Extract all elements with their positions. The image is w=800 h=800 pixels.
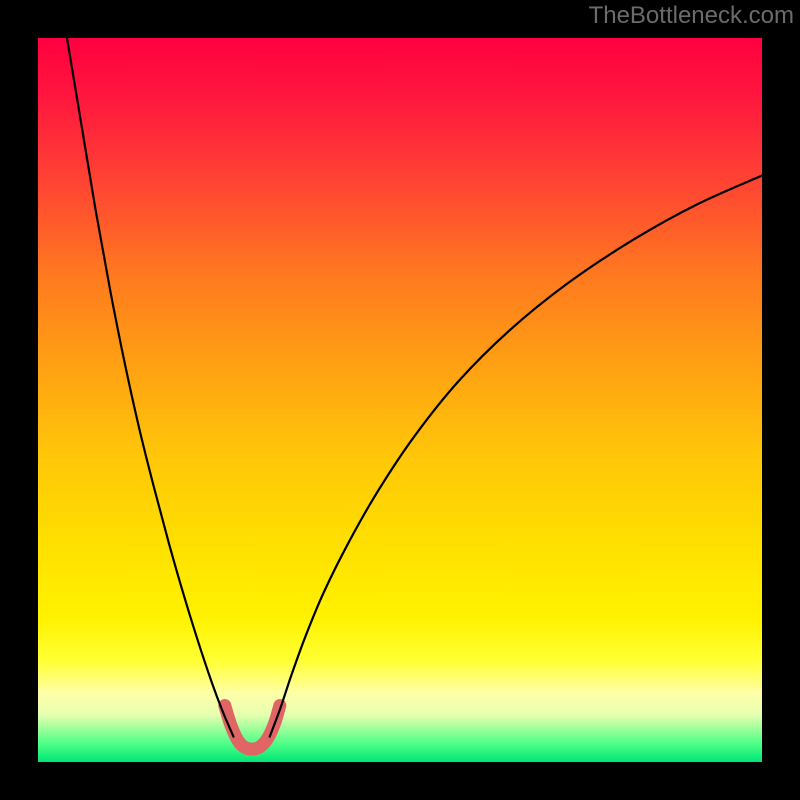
curve-right-branch bbox=[270, 176, 762, 737]
watermark-text: TheBottleneck.com bbox=[589, 2, 794, 30]
bottleneck-highlight bbox=[225, 706, 280, 750]
chart-svg bbox=[38, 38, 762, 762]
curve-left-branch bbox=[67, 38, 234, 737]
plot-area bbox=[38, 38, 762, 762]
